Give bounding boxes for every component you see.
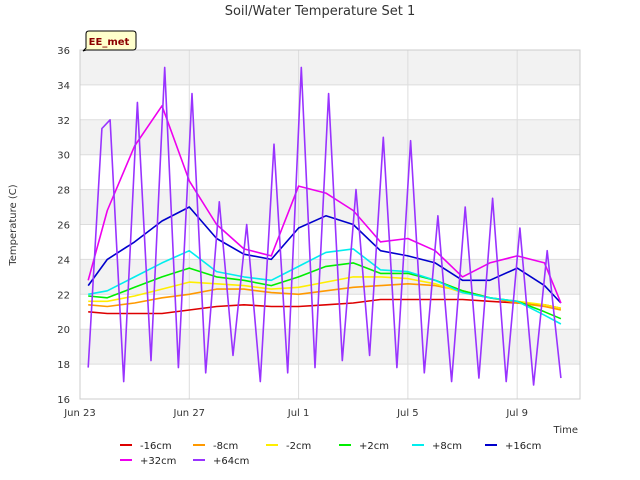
x-tick-label: Jul 5 [396,408,419,419]
plot-band [80,329,580,365]
x-axis-ticks: Jun 23 Jun 27 Jul 1 Jul 5 Jul 9 [63,408,528,419]
legend-label: +8cm [432,441,462,452]
x-tick-label: Jun 27 [173,408,206,419]
legend: -16cm -8cm -2cm +2cm +8cm +16cm +32cm +64cm [120,441,541,467]
series-lines [87,66,562,386]
x-axis-label: Time [553,425,578,436]
series-line [88,298,562,315]
y-tick-label: 18 [57,360,70,371]
y-tick-label: 22 [57,290,70,301]
legend-label: -2cm [286,441,311,452]
y-tick-label: 30 [57,151,70,162]
y-axis-ticks: 16 18 20 22 24 26 28 30 32 34 36 [57,46,70,406]
x-tick-label: Jul 9 [505,408,528,419]
badge-shape [82,30,137,52]
plot-band [80,50,580,85]
legend-label: -16cm [140,441,172,452]
y-tick-label: 26 [57,221,70,232]
y-axis-label: Temperature (C) [8,184,19,266]
y-tick-label: 24 [57,255,70,266]
y-tick-label: 32 [57,116,70,127]
badge-label: EE_met [89,37,130,48]
legend-label: +2cm [359,441,389,452]
series-line [87,105,562,304]
series-line [87,206,562,304]
chart-title: Soil/Water Temperature Set 1 [225,4,416,19]
plot-band [80,154,580,190]
plot-band [80,364,580,399]
y-tick-label: 20 [57,325,70,336]
plot-frame [79,49,581,400]
legend-label: +16cm [505,441,541,452]
y-tick-label: 28 [57,186,70,197]
legend-label: +64cm [213,456,249,467]
station-badge: EE_met [82,30,137,52]
series-line [87,66,562,386]
y-tick-label: 16 [57,395,70,406]
series-line [88,248,562,325]
x-tick-label: Jul 1 [287,408,310,419]
plot-band [80,294,580,330]
y-tick-label: 36 [57,46,70,57]
legend-label: +32cm [140,456,176,467]
legend-label: -8cm [213,441,238,452]
plot-band [80,224,580,260]
y-tick-label: 34 [57,81,70,92]
x-tick-label: Jun 23 [63,408,96,419]
